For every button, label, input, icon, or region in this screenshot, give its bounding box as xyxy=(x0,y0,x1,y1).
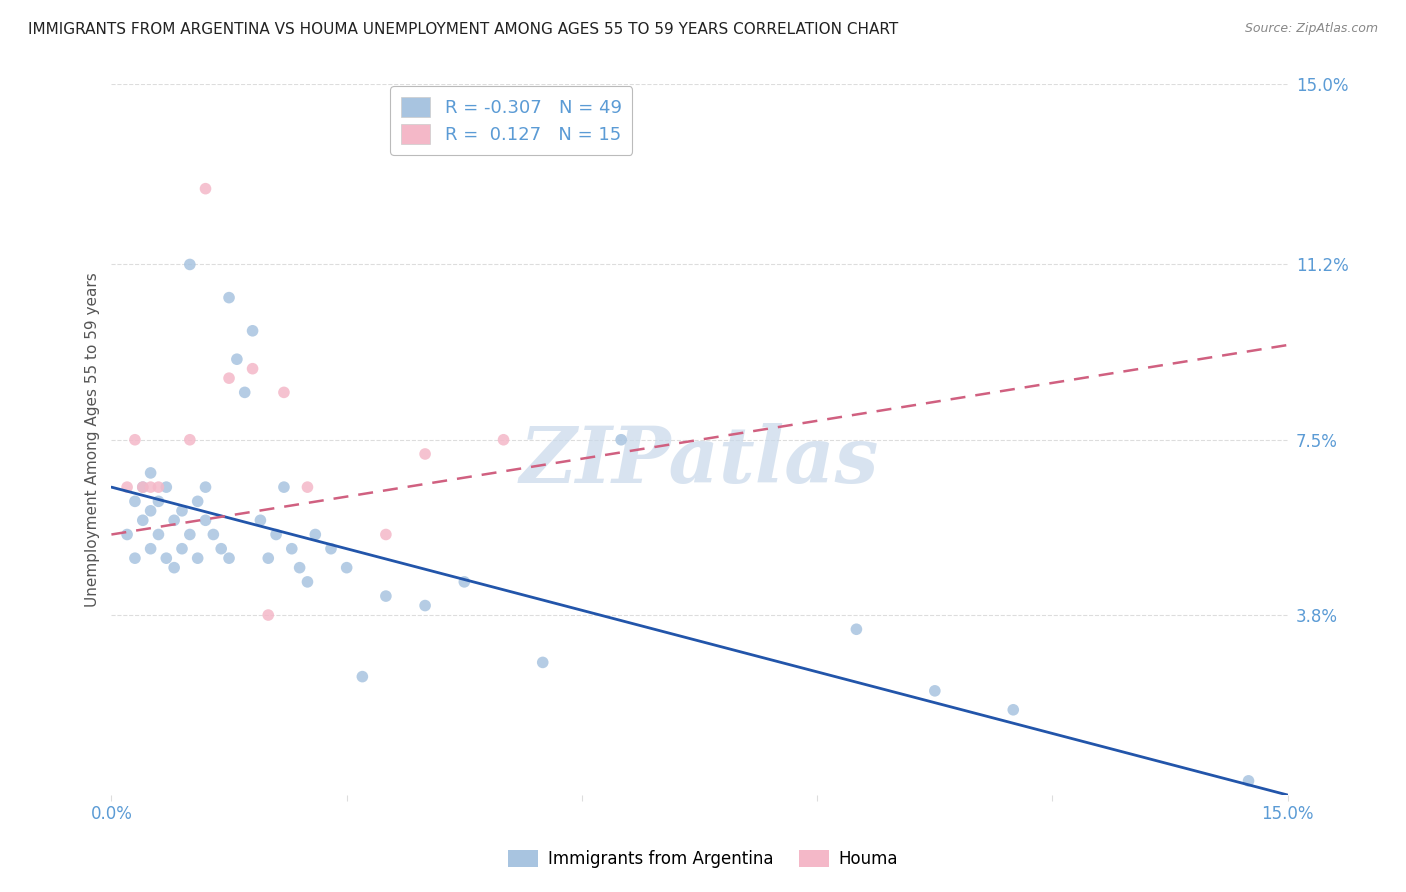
Point xyxy=(155,551,177,566)
Point xyxy=(297,574,319,589)
Point xyxy=(132,513,155,527)
Point xyxy=(148,480,170,494)
Point xyxy=(610,433,633,447)
Point xyxy=(336,560,359,574)
Text: ZIPatlas: ZIPatlas xyxy=(520,423,879,500)
Point xyxy=(179,257,201,271)
Point xyxy=(233,385,256,400)
Point xyxy=(492,433,515,447)
Text: IMMIGRANTS FROM ARGENTINA VS HOUMA UNEMPLOYMENT AMONG AGES 55 TO 59 YEARS CORREL: IMMIGRANTS FROM ARGENTINA VS HOUMA UNEMP… xyxy=(28,22,898,37)
Point xyxy=(187,494,209,508)
Point xyxy=(1237,773,1260,788)
Point xyxy=(413,599,436,613)
Point xyxy=(264,527,287,541)
Point xyxy=(304,527,326,541)
Y-axis label: Unemployment Among Ages 55 to 59 years: Unemployment Among Ages 55 to 59 years xyxy=(86,272,100,607)
Point xyxy=(225,352,247,367)
Point xyxy=(242,324,264,338)
Point xyxy=(124,551,146,566)
Point xyxy=(139,504,162,518)
Point xyxy=(115,480,138,494)
Point xyxy=(531,656,554,670)
Point xyxy=(319,541,342,556)
Point xyxy=(139,480,162,494)
Point xyxy=(218,291,240,305)
Point xyxy=(170,504,193,518)
Point xyxy=(242,361,264,376)
Point xyxy=(374,589,396,603)
Point xyxy=(124,433,146,447)
Point xyxy=(115,527,138,541)
Point xyxy=(209,541,232,556)
Point xyxy=(218,371,240,385)
Point xyxy=(170,541,193,556)
Point xyxy=(202,527,225,541)
Point xyxy=(194,182,217,196)
Point xyxy=(187,551,209,566)
Point xyxy=(124,494,146,508)
Point xyxy=(132,480,155,494)
Point xyxy=(845,622,868,636)
Point xyxy=(155,480,177,494)
Point xyxy=(257,608,280,623)
Point xyxy=(352,670,374,684)
Point xyxy=(179,527,201,541)
Point xyxy=(218,551,240,566)
Point xyxy=(288,560,311,574)
Point xyxy=(413,447,436,461)
Point xyxy=(453,574,475,589)
Point xyxy=(924,683,946,698)
Point xyxy=(139,466,162,480)
Point xyxy=(249,513,271,527)
Point xyxy=(281,541,304,556)
Point xyxy=(257,551,280,566)
Point xyxy=(273,385,295,400)
Point xyxy=(148,527,170,541)
Point xyxy=(194,513,217,527)
Point xyxy=(163,513,186,527)
Point xyxy=(273,480,295,494)
Point xyxy=(148,494,170,508)
Text: Source: ZipAtlas.com: Source: ZipAtlas.com xyxy=(1244,22,1378,36)
Point xyxy=(139,541,162,556)
Point xyxy=(297,480,319,494)
Point xyxy=(163,560,186,574)
Legend: R = -0.307   N = 49, R =  0.127   N = 15: R = -0.307 N = 49, R = 0.127 N = 15 xyxy=(391,87,633,155)
Point xyxy=(374,527,396,541)
Point xyxy=(194,480,217,494)
Point xyxy=(132,480,155,494)
Point xyxy=(1002,703,1025,717)
Point xyxy=(179,433,201,447)
Legend: Immigrants from Argentina, Houma: Immigrants from Argentina, Houma xyxy=(502,843,904,875)
